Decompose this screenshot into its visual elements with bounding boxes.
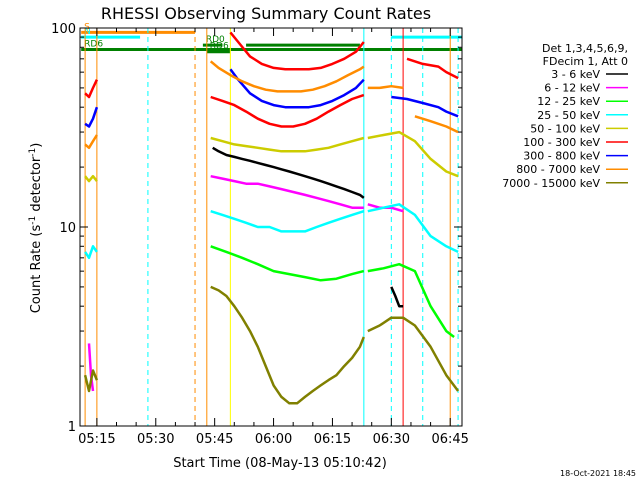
legend-label: 800 - 7000 keV bbox=[516, 163, 600, 176]
x-tick-label: 06:30 bbox=[373, 432, 410, 447]
legend-label: 12 - 25 keV bbox=[537, 95, 600, 108]
series-line bbox=[367, 130, 459, 178]
series-line bbox=[210, 174, 364, 209]
y-tick-label: 10 bbox=[59, 221, 76, 236]
series-line bbox=[210, 210, 365, 233]
series-line bbox=[210, 245, 365, 282]
y-axis-label-text: Count Rate (s bbox=[29, 225, 44, 314]
series-300-800-kev bbox=[84, 68, 459, 128]
timestamp: 18-Oct-2021 18:45 bbox=[560, 469, 636, 478]
series-line bbox=[367, 203, 459, 254]
event-lines bbox=[84, 28, 459, 426]
series-line bbox=[84, 134, 98, 150]
series-line bbox=[212, 146, 365, 199]
series-line bbox=[84, 245, 98, 260]
legend-item: 12 - 25 keV bbox=[537, 95, 628, 108]
series-line bbox=[367, 262, 455, 338]
legend-label: 300 - 800 keV bbox=[523, 150, 600, 163]
x-tick-label: 06:15 bbox=[314, 432, 351, 447]
series-line bbox=[84, 79, 99, 99]
flag-label: N bbox=[84, 27, 91, 37]
legend-label: 7000 - 15000 keV bbox=[502, 177, 600, 190]
y-tick-label: 100 bbox=[51, 22, 76, 37]
series-25-50-kev bbox=[84, 203, 459, 260]
series-line bbox=[84, 174, 98, 183]
y-axis-label-sup: -1 bbox=[28, 216, 38, 225]
legend-header: FDecim 1, Att 0 bbox=[543, 55, 628, 68]
series-line bbox=[84, 106, 99, 128]
series-line bbox=[406, 57, 459, 80]
series-line bbox=[390, 286, 404, 308]
legend-item: 100 - 300 keV bbox=[523, 136, 628, 149]
legend-item: 3 - 6 keV bbox=[551, 68, 628, 81]
legend: Det 1,3,4,5,6,9,FDecim 1, Att 03 - 6 keV… bbox=[502, 42, 628, 190]
flag-label: RD6 bbox=[210, 42, 229, 52]
x-axis: 05:15 05:30 05:45 06:00 06:15 06:30 06:45 bbox=[78, 28, 469, 447]
series-group bbox=[83, 31, 460, 405]
x-tick-label: 05:15 bbox=[78, 432, 115, 447]
series-line bbox=[391, 95, 459, 118]
flag-label: RD6 bbox=[84, 39, 103, 49]
series-line bbox=[414, 115, 459, 134]
series-line bbox=[209, 60, 365, 93]
series-line bbox=[210, 136, 365, 153]
y-axis-label-close: ) bbox=[29, 143, 44, 148]
series-50-100-kev bbox=[84, 130, 459, 183]
legend-item: 50 - 100 keV bbox=[530, 122, 628, 135]
series-800-7000-kev bbox=[84, 60, 459, 150]
series-7000-15000-kev bbox=[83, 285, 460, 405]
legend-label: 100 - 300 keV bbox=[523, 136, 600, 149]
x-axis-label: Start Time (08-May-13 05:10:42) bbox=[173, 456, 387, 471]
series-line bbox=[210, 93, 365, 128]
x-tick-label: 05:45 bbox=[196, 432, 233, 447]
legend-item: 6 - 12 keV bbox=[544, 82, 628, 95]
chart-title: RHESSI Observing Summary Count Rates bbox=[101, 4, 431, 23]
series-line bbox=[367, 84, 404, 90]
series-100-300-kev bbox=[84, 31, 459, 128]
legend-item: 7000 - 15000 keV bbox=[502, 177, 628, 190]
series-3-6-kev bbox=[212, 146, 404, 308]
x-tick-label: 06:00 bbox=[255, 432, 292, 447]
y-axis: 1 10 100 bbox=[51, 22, 462, 435]
y-axis-label-sup2: -1 bbox=[28, 148, 38, 157]
series-12-25-kev bbox=[210, 245, 455, 338]
legend-label: 25 - 50 keV bbox=[537, 109, 600, 122]
y-tick-label: 1 bbox=[68, 420, 76, 435]
flag-label: RD0 bbox=[206, 35, 225, 45]
x-tick-label: 05:30 bbox=[137, 432, 174, 447]
legend-header: Det 1,3,4,5,6,9, bbox=[542, 42, 628, 55]
series-line bbox=[229, 31, 365, 71]
series-line bbox=[210, 285, 365, 405]
legend-label: 6 - 12 keV bbox=[544, 82, 600, 95]
series-line bbox=[367, 316, 460, 392]
legend-label: 3 - 6 keV bbox=[551, 68, 600, 81]
series-line bbox=[83, 369, 99, 393]
x-tick-label: 06:45 bbox=[431, 432, 468, 447]
y-axis-label-tail: detector bbox=[29, 156, 44, 216]
legend-label: 50 - 100 keV bbox=[530, 122, 600, 135]
legend-item: 800 - 7000 keV bbox=[516, 163, 628, 176]
flag-label: S bbox=[84, 22, 90, 32]
legend-item: 25 - 50 keV bbox=[537, 109, 628, 122]
y-axis-label: Count Rate (s-1 detector-1) bbox=[28, 143, 44, 314]
legend-item: 300 - 800 keV bbox=[523, 150, 628, 163]
series-line bbox=[229, 68, 365, 109]
